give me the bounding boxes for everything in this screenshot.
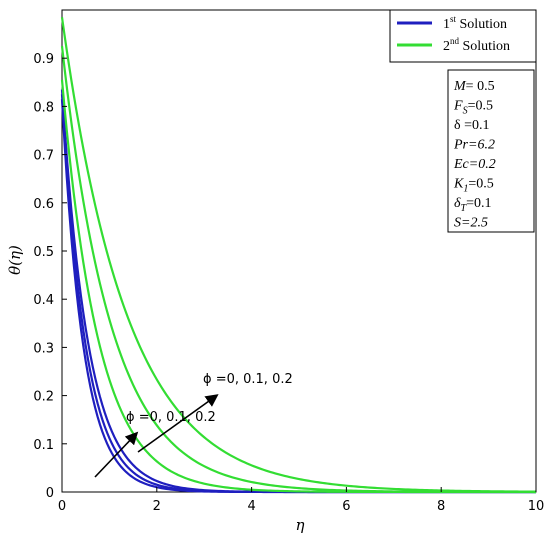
annotation-second-label: ϕ =0, 0.1, 0.2 <box>203 372 293 387</box>
y-tick-label: 0.6 <box>33 197 54 212</box>
parameter-line-5: Ec=0.2 <box>453 157 496 172</box>
x-axis: 0 2 4 6 8 10 <box>58 487 544 514</box>
second-solution-line-5 <box>60 17 537 493</box>
parameter-line-3: δ =0.1 <box>454 118 490 133</box>
x-tick-label: 4 <box>247 499 255 514</box>
y-tick-label: 0.3 <box>33 341 54 356</box>
x-tick-label: 10 <box>528 499 545 514</box>
arrow-second <box>137 394 219 453</box>
y-tick-label: 0.9 <box>33 52 54 67</box>
y-tick-label: 0.1 <box>33 438 54 453</box>
y-tick-label: 0.4 <box>33 293 54 308</box>
y-axis: 0 0.1 0.2 0.3 0.4 0.5 0.6 0.7 0.8 0.9 <box>33 52 67 501</box>
y-tick-label: 0.7 <box>33 149 54 164</box>
parameter-box: M= 0.5 FS=0.5δ =0.1 Pr=6.2 Ec=0.2 K1=0.5δT=0… <box>447 69 535 233</box>
annotation-second: ϕ =0, 0.1, 0.2 <box>137 372 293 453</box>
y-tick-label: 0.5 <box>33 245 54 260</box>
legend-label-2: 2nd Solution <box>443 36 510 54</box>
parameter-box-frame <box>447 69 535 233</box>
legend-label-1: 1st Solution <box>443 14 507 32</box>
legend-box <box>389 9 537 63</box>
annotation-first: ϕ =0, 0.1, 0.2 <box>94 410 216 478</box>
legend: 1st Solution 2nd Solution <box>389 9 537 63</box>
parameter-line-1: M= 0.5 <box>453 79 495 94</box>
parameter-line-2: FS=0.5 <box>453 99 493 117</box>
parameter-line-6: K1=0.5 <box>453 177 494 195</box>
y-axis-title: θ(η) <box>6 245 24 275</box>
x-tick-label: 0 <box>58 499 66 514</box>
x-tick-label: 8 <box>437 499 445 514</box>
parameter-line-8: S=2.5 <box>454 216 488 231</box>
y-tick-label: 0.8 <box>33 100 54 115</box>
x-axis-title: η <box>296 516 305 534</box>
arrow-first <box>94 431 139 478</box>
x-tick-label: 2 <box>153 499 161 514</box>
parameter-line-4: Pr=6.2 <box>453 138 495 153</box>
annotation-first-label: ϕ =0, 0.1, 0.2 <box>126 410 216 425</box>
parameter-line-7: δT=0.1 <box>454 196 491 214</box>
y-tick-label: 0 <box>46 486 54 501</box>
x-tick-label: 6 <box>342 499 350 514</box>
y-tick-label: 0.2 <box>33 390 54 405</box>
curves-group <box>60 17 537 494</box>
